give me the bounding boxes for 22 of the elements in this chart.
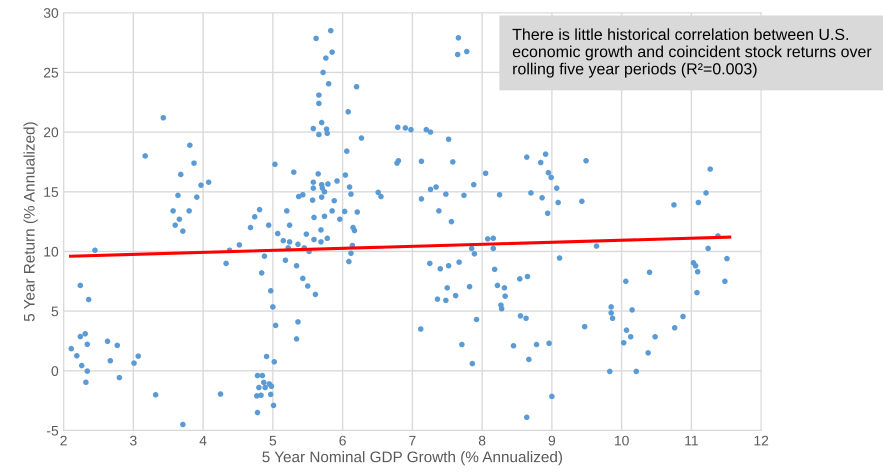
x-tick-label: 7 [409,436,416,446]
x-tick-label: 9 [548,436,556,446]
y-tick-label: 20 [44,127,58,138]
x-tick-label: 5 [270,436,276,446]
y-tick-label: 25 [44,68,58,78]
x-tick-label: 12 [754,436,768,446]
y-tick-label: 10 [44,246,58,257]
annotation: There is little historical correlation between U.S. economic growth and coincident stock returns over rolling five year periods (R²=0.003) [512,28,872,78]
y-tick-label: -5 [46,426,58,436]
x-tick-label: 6 [339,436,346,446]
y-tick-label: 30 [44,8,58,18]
y-tick-label: 0 [52,366,58,376]
y-tick-label: 15 [44,187,58,197]
x-tick-label: 2 [60,436,67,446]
x-tick-label: 4 [200,436,207,446]
x-tick-label: 3 [130,436,137,446]
x-tick-label: 10 [614,436,629,446]
y-tick-label: 5 [52,306,58,316]
x-tick-label: 11 [685,436,698,446]
y-axis-title: 5 Year Return (% Annualized) [23,122,38,322]
x-tick-label: 8 [478,436,486,446]
x-axis-title: 5 Year Nominal GDP Growth (% Annualized) [262,451,562,466]
